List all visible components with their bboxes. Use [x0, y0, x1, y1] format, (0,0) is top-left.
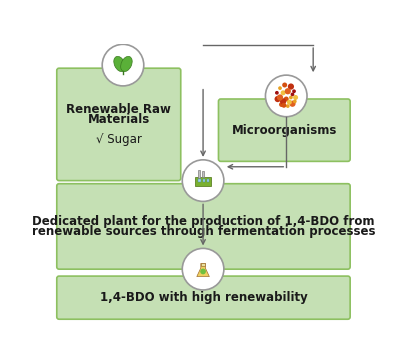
Circle shape — [277, 94, 283, 101]
Circle shape — [278, 86, 282, 90]
FancyBboxPatch shape — [57, 276, 350, 319]
Circle shape — [182, 248, 224, 290]
Ellipse shape — [120, 56, 132, 72]
Circle shape — [291, 93, 294, 96]
FancyBboxPatch shape — [199, 179, 201, 182]
Circle shape — [292, 89, 296, 93]
Text: Materials: Materials — [87, 113, 150, 126]
Circle shape — [286, 104, 290, 108]
FancyBboxPatch shape — [206, 179, 209, 182]
Circle shape — [274, 96, 281, 102]
FancyBboxPatch shape — [57, 68, 181, 181]
FancyBboxPatch shape — [195, 177, 211, 186]
Text: Renewable Raw: Renewable Raw — [66, 103, 171, 116]
Circle shape — [288, 83, 294, 90]
Circle shape — [102, 44, 144, 86]
Circle shape — [266, 75, 307, 117]
FancyBboxPatch shape — [203, 179, 206, 182]
Ellipse shape — [114, 56, 125, 72]
Ellipse shape — [200, 269, 206, 274]
Circle shape — [289, 101, 295, 107]
Circle shape — [284, 97, 289, 102]
Circle shape — [289, 95, 293, 99]
Circle shape — [275, 91, 279, 95]
Circle shape — [285, 88, 291, 94]
Text: Microorganisms: Microorganisms — [232, 124, 337, 137]
FancyBboxPatch shape — [202, 171, 204, 177]
Circle shape — [281, 103, 287, 108]
Text: renewable sources through fermentation processes: renewable sources through fermentation p… — [32, 225, 375, 238]
Circle shape — [287, 100, 292, 105]
Text: √ Sugar: √ Sugar — [96, 132, 142, 146]
Circle shape — [280, 98, 286, 105]
FancyBboxPatch shape — [57, 184, 350, 269]
Text: 1,4-BDO with high renewability: 1,4-BDO with high renewability — [100, 291, 307, 304]
Circle shape — [293, 99, 297, 103]
Circle shape — [293, 95, 298, 100]
Circle shape — [182, 160, 224, 201]
Circle shape — [279, 102, 284, 107]
Text: Dedicated plant for the production of 1,4-BDO from: Dedicated plant for the production of 1,… — [32, 215, 375, 228]
Circle shape — [280, 90, 286, 95]
FancyBboxPatch shape — [218, 99, 350, 162]
Polygon shape — [197, 264, 210, 277]
FancyBboxPatch shape — [201, 264, 206, 266]
FancyBboxPatch shape — [198, 170, 200, 178]
Circle shape — [282, 82, 287, 87]
